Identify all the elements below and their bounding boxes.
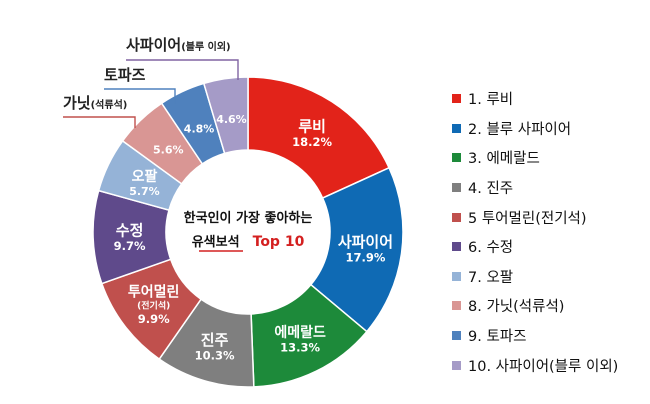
legend-swatch <box>452 153 461 163</box>
slice-value: 13.3% <box>280 341 320 355</box>
legend-label: 3. 에메랄드 <box>468 151 540 168</box>
legend-item-3: 3. 에메랄드 <box>452 143 647 173</box>
slice-label-10: 4.6% <box>216 113 247 126</box>
legend-item-6: 6. 수정 <box>452 232 647 262</box>
legend-swatch <box>452 94 461 104</box>
slice-name: 에메랄드 <box>274 325 326 341</box>
slice-label-6: 수정9.7% <box>114 221 146 253</box>
legend-item-10: 10. 사파이어(블루 이외) <box>452 350 647 380</box>
legend-label: 10. 사파이어(블루 이외) <box>468 358 619 375</box>
slice-label-8: 5.6% <box>153 144 184 157</box>
legend-item-4: 4. 진주 <box>452 173 647 203</box>
center-title-line1: 한국인이 가장 좋아하는 <box>184 210 313 226</box>
callout-2: 토파즈 <box>104 66 176 104</box>
slice-value: 9.9% <box>138 312 170 326</box>
legend-label: 8. 가닛(석류석) <box>468 299 565 316</box>
legend-swatch <box>452 212 461 222</box>
callout-label: 토파즈 <box>104 66 146 84</box>
slice-label-7: 오팔5.7% <box>129 168 160 198</box>
legend-label: 1. 루비 <box>468 92 514 109</box>
callout-label: 사파이어(블루 이외) <box>126 36 231 54</box>
slice-name: 오팔 <box>132 168 158 185</box>
legend-label: 7. 오팔 <box>468 269 514 286</box>
legend-label: 6. 수정 <box>468 240 514 257</box>
slice-value: 18.2% <box>292 135 332 149</box>
center-title: 한국인이 가장 좋아하는 유색보석 Top 10 <box>184 210 313 252</box>
slice-value: 5.6% <box>153 144 184 157</box>
legend-label: 2. 블루 사파이어 <box>468 121 572 138</box>
center-title-line2: 유색보석 Top 10 <box>192 231 305 250</box>
slice-name: 진주 <box>201 331 229 349</box>
legend-item-5: 5 투어멀린(전기석) <box>452 202 647 232</box>
callout-3: 가닛(석류석) <box>63 94 136 128</box>
slice-value: 9.7% <box>114 239 146 253</box>
slice-value: 17.9% <box>345 251 385 265</box>
center-title-gem: 유색보석 <box>192 235 240 250</box>
callout-leader-line <box>126 59 239 80</box>
center-title-top10: Top 10 <box>253 234 305 250</box>
slice-1 <box>247 76 391 200</box>
legend-item-8: 8. 가닛(석류석) <box>452 291 647 321</box>
legend-swatch <box>452 331 461 341</box>
slice-value: 5.7% <box>129 185 160 198</box>
legend-item-9: 9. 토파즈 <box>452 321 647 351</box>
slice-name: 수정 <box>116 221 144 239</box>
legend-item-1: 1. 루비 <box>452 84 647 114</box>
slice-sub: (전기석) <box>137 299 170 311</box>
legend-label: 4. 진주 <box>468 181 514 198</box>
legend-label: 9. 토파즈 <box>468 329 527 346</box>
callout-leader-line <box>104 88 176 104</box>
slice-value: 4.8% <box>184 122 215 135</box>
legend-swatch <box>452 183 461 193</box>
slice-name: 루비 <box>298 118 326 136</box>
slice-name: 사파이어 <box>338 233 393 251</box>
legend-item-7: 7. 오팔 <box>452 262 647 292</box>
legend-swatch <box>452 242 461 252</box>
legend-swatch <box>452 360 461 370</box>
slice-10 <box>202 76 249 155</box>
slice-value: 4.6% <box>216 113 247 126</box>
slice-label-5: 투어멀린(전기석)9.9% <box>128 283 180 326</box>
legend: 1. 루비 2. 블루 사파이어 3. 에메랄드 4. 진주 5 투어멀린(전기석) 6.… <box>452 84 647 380</box>
legend-swatch <box>452 271 461 281</box>
donut-slices <box>92 76 404 388</box>
slice-name: 투어멀린 <box>128 283 180 300</box>
callout-1: 사파이어(블루 이외) <box>126 36 239 80</box>
legend-swatch <box>452 301 461 311</box>
slice-value: 10.3% <box>195 348 235 362</box>
legend-swatch <box>452 123 461 133</box>
slice-label-9: 4.8% <box>184 122 215 135</box>
callout-label: 가닛(석류석) <box>63 94 127 112</box>
legend-label: 5 투어멀린(전기석) <box>468 210 587 227</box>
legend-item-2: 2. 블루 사파이어 <box>452 114 647 144</box>
callout-leader-line <box>63 116 136 128</box>
